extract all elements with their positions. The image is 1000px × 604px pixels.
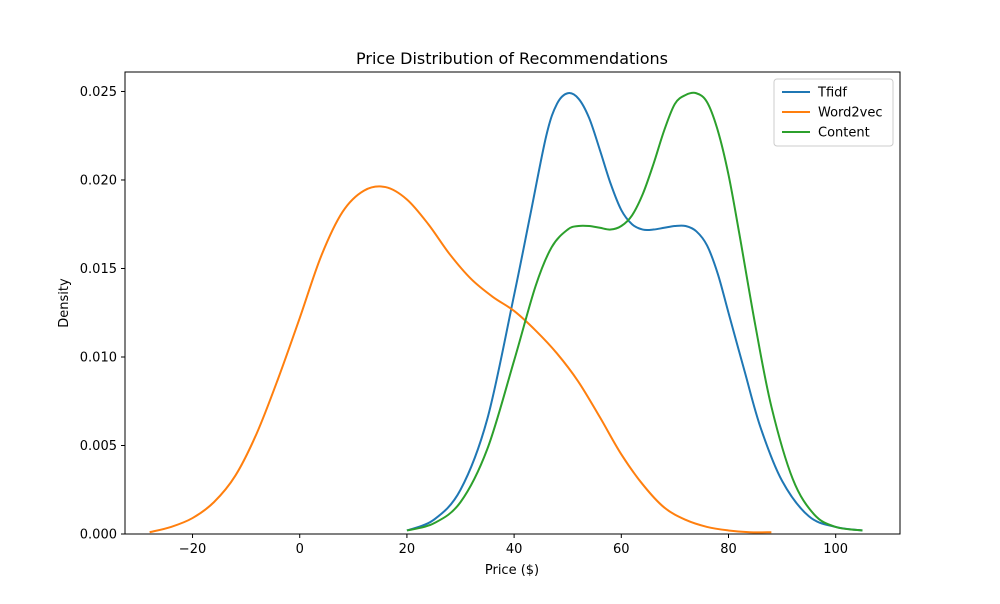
plot-lines (149, 91, 863, 534)
series-line-word2vec (149, 185, 772, 534)
legend: Tfidf Word2vec Content (773, 78, 894, 147)
x-tick-label: 80 (720, 542, 737, 557)
y-tick-label: 0.025 (80, 85, 117, 100)
series-line-content (406, 91, 863, 532)
series-line-tfidf (406, 92, 863, 532)
y-tick-label: 0.000 (80, 528, 117, 543)
x-tick-label: 100 (823, 542, 848, 557)
y-tick-label: 0.015 (80, 262, 117, 277)
y-axis: 0.000 0.005 0.010 0.015 0.020 0.025 (80, 85, 125, 543)
y-tick-label: 0.020 (80, 173, 117, 188)
legend-label-tfidf: Tfidf (817, 86, 847, 101)
y-axis-label: Density (57, 278, 72, 328)
x-tick-label: 60 (613, 542, 630, 557)
x-axis: −20 0 20 40 60 80 100 (179, 534, 848, 557)
x-tick-label: 0 (296, 542, 304, 557)
chart-title: Price Distribution of Recommendations (356, 49, 668, 68)
x-tick-label: 20 (399, 542, 416, 557)
x-axis-label: Price ($) (485, 563, 539, 578)
x-tick-label: −20 (179, 542, 206, 557)
plot-frame (124, 71, 901, 535)
y-tick-label: 0.010 (80, 350, 117, 365)
legend-label-content: Content (818, 126, 870, 141)
x-tick-label: 40 (506, 542, 523, 557)
y-tick-label: 0.005 (80, 439, 117, 454)
legend-box (773, 78, 894, 147)
legend-label-word2vec: Word2vec (818, 106, 883, 121)
